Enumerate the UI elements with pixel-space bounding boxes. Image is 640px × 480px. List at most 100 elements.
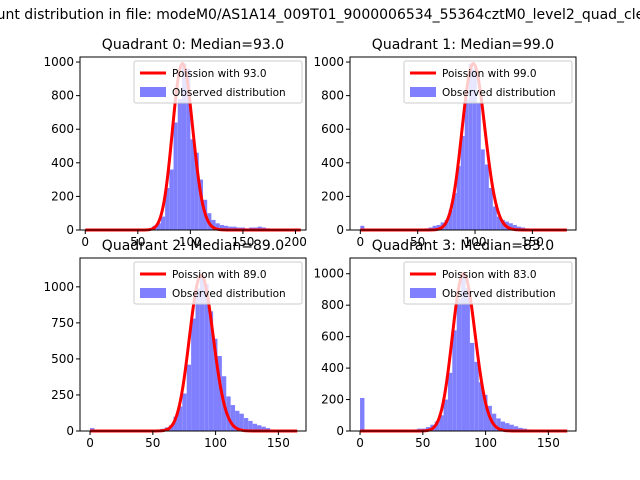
histogram-bar (257, 425, 262, 431)
y-tick-label: 500 (51, 352, 74, 366)
histogram-bar (257, 226, 262, 230)
histogram-bar (439, 415, 444, 431)
legend: Poission with 99.0 Observed distribution (403, 60, 573, 104)
histogram-bar (505, 423, 510, 431)
y-tick-label: 600 (321, 122, 344, 136)
histogram-bar (219, 224, 225, 230)
axes-frame (349, 56, 577, 231)
histogram-bar (173, 122, 178, 230)
histogram-bar (478, 382, 484, 431)
histogram-bar (360, 397, 365, 431)
y-tick-label: 750 (51, 316, 74, 330)
x-tick-label: 100 (179, 235, 202, 249)
histogram-bar (476, 102, 481, 230)
histogram-bar (468, 63, 473, 230)
histogram-bar (456, 298, 462, 431)
histogram-bar (513, 426, 519, 431)
figure-suptitle: Count distribution in file: modeM0/AS1A1… (0, 7, 640, 23)
histogram-bar (186, 68, 191, 230)
histogram-bar (472, 68, 477, 230)
histogram-bar (173, 416, 178, 431)
legend-bar-swatch (140, 87, 166, 97)
histogram-bar (248, 420, 253, 431)
axes-frame (79, 257, 307, 432)
histogram-bar (444, 219, 449, 230)
histogram-bar (211, 219, 216, 230)
y-tick-label: 0 (336, 424, 344, 438)
histogram-bar (230, 405, 236, 431)
histogram-bar (500, 421, 506, 431)
legend-fit-label: Poission with 89.0 (172, 269, 267, 281)
histogram-bar (243, 418, 249, 431)
histogram-bar (199, 275, 205, 431)
histogram-bar (215, 223, 220, 230)
histogram-bar (518, 427, 523, 431)
histogram-bar (469, 342, 475, 431)
histogram-bar (190, 139, 195, 230)
y-tick-label: 0 (336, 223, 344, 237)
x-tick-label: 100 (474, 436, 497, 450)
histogram-bar (232, 226, 237, 230)
histogram-bar (177, 406, 183, 431)
legend-bar-swatch (140, 288, 166, 298)
histogram-bar (452, 193, 457, 230)
histogram-bar (261, 426, 266, 431)
histogram-bar (160, 216, 166, 230)
histogram-bar (500, 219, 505, 230)
x-tick-label: 150 (267, 436, 290, 450)
histogram-bar (492, 206, 497, 230)
legend: Poission with 83.0 Observed distribution (403, 261, 573, 305)
y-tick-label: 1000 (43, 280, 74, 294)
x-tick-label: 100 (204, 436, 227, 450)
subplot-title: Quadrant 1: Median=99.0 (372, 37, 554, 53)
histogram-bar (165, 188, 170, 230)
x-tick-label: 150 (537, 436, 560, 450)
histogram-bar (228, 226, 233, 230)
legend-observed-label: Observed distribution (172, 87, 286, 99)
histogram-bar (182, 393, 187, 431)
legend-bar-swatch (410, 87, 436, 97)
x-tick-label: 50 (415, 436, 430, 450)
y-tick-label: 600 (51, 122, 74, 136)
histogram-bar (239, 413, 244, 431)
histogram-bar (456, 166, 461, 230)
histogram-bar (488, 188, 493, 230)
histogram-bar (465, 287, 470, 431)
y-tick-label: 600 (321, 330, 344, 344)
histogram-bar (480, 149, 485, 230)
histogram-bar (252, 423, 258, 431)
histogram-bar (434, 421, 440, 431)
y-tick-label: 400 (321, 361, 344, 375)
legend: Poission with 93.0 Observed distribution (133, 60, 303, 104)
y-tick-label: 1000 (43, 55, 74, 69)
x-tick-label: 150 (521, 235, 544, 249)
histogram-bar (208, 311, 214, 431)
legend-fit-label: Poission with 83.0 (442, 269, 537, 281)
y-tick-label: 800 (321, 89, 344, 103)
y-tick-label: 200 (321, 393, 344, 407)
histogram-bar (443, 399, 448, 431)
histogram-bar (464, 98, 469, 230)
x-tick-label: 150 (231, 235, 254, 249)
histogram-bar (474, 361, 479, 431)
histogram-bar (447, 372, 453, 431)
legend-fit-label: Poission with 93.0 (172, 68, 267, 80)
histogram-bar (496, 216, 501, 230)
histogram-bar (509, 424, 514, 431)
histogram-bar (204, 283, 209, 431)
subplot-grid: Quadrant 0: Median=93.0 0 50 100 150 200 0 200 4… (43, 37, 577, 450)
histogram-bar (195, 288, 200, 431)
subplot-title: Quadrant 0: Median=93.0 (102, 37, 284, 53)
histogram-bar (235, 410, 240, 431)
x-tick-label: 200 (284, 235, 307, 249)
y-tick-label: 250 (51, 388, 74, 402)
histogram-bar (198, 179, 203, 230)
axes-frame (79, 56, 307, 231)
y-tick-label: 400 (321, 156, 344, 170)
legend-box (403, 261, 573, 305)
y-tick-label: 1000 (313, 267, 344, 281)
histogram-bar (177, 98, 182, 230)
x-tick-label: 0 (356, 436, 364, 450)
histogram-bar (186, 364, 192, 431)
